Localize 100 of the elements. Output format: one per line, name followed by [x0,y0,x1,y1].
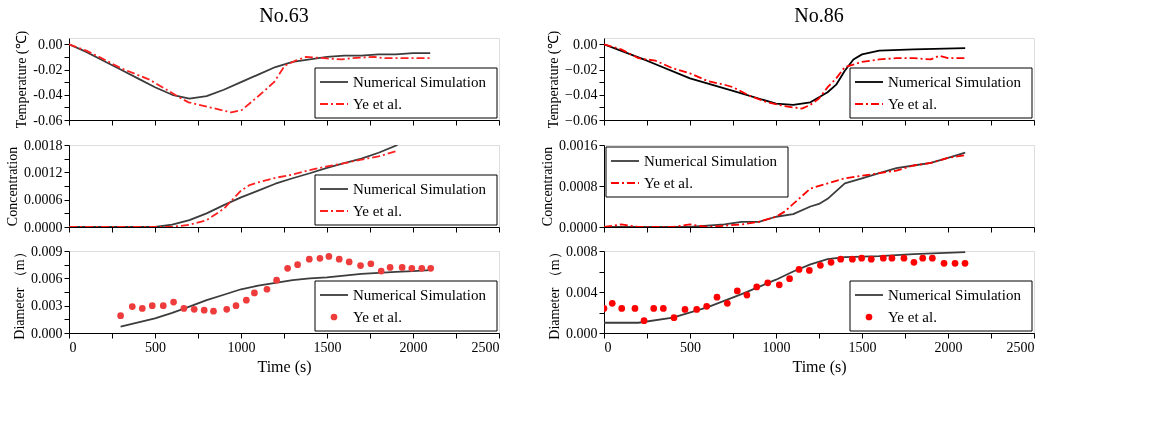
y-tick-label: 0.0016 [559,137,598,153]
point [817,262,824,269]
y-tick-label: 0.006 [31,270,63,286]
point [764,279,772,287]
y-tick-label: 0.004 [566,284,598,300]
y-tick-label: 0.000 [31,325,63,341]
legend-label: Ye et al. [353,309,402,325]
point [806,267,813,274]
point [618,305,626,312]
y-axis-title: Diameter （m） [12,245,27,340]
legend-label: Numerical Simulation [888,74,1022,90]
x-tick-label: 2500 [1006,339,1035,355]
point [180,305,188,312]
point [408,264,416,272]
text: Ye et al. [353,203,402,219]
point [242,296,250,304]
point [398,264,406,271]
point [879,254,887,262]
point [951,259,959,267]
x-tick-label: 1500 [313,339,342,355]
point [827,258,835,266]
y-tick-label: −0.06 [565,112,598,128]
legend-label: Numerical Simulation [888,287,1022,303]
y-tick-label: 0.000 [566,325,598,341]
y-tick-label: -0.06 [33,112,63,128]
y-tick-label: 0.0012 [24,164,63,180]
chart-title: No.86 [794,4,844,27]
point [888,254,896,262]
point [335,255,343,263]
point [837,255,845,263]
point [223,305,231,313]
legend-label: Ye et al. [888,96,937,112]
point [190,305,198,313]
y-tick-label: 0.0006 [24,192,63,208]
point [305,255,313,263]
point [659,305,667,312]
point [640,317,648,325]
point [117,312,124,320]
legend-label: Numerical Simulation [644,153,778,169]
y-axis-title: Temperature (℃) [14,30,31,129]
point [961,259,969,267]
point [170,298,177,306]
x-tick-label: 1000 [227,339,256,355]
point [367,260,375,268]
legend-label: Numerical Simulation [353,74,487,90]
point [713,293,721,301]
y-tick-label: −0.04 [565,87,598,103]
legend-label: Ye et al. [888,309,937,325]
y-tick-label: 0.009 [31,243,63,259]
chart-title: No.63 [259,4,309,27]
point [940,259,948,267]
point [858,254,866,262]
y-tick-label: 0.00 [38,36,63,52]
point [795,266,803,273]
point [273,276,280,284]
x-tick-label: 2000 [399,339,428,355]
x-tick-label: 0 [69,339,77,355]
point [786,275,793,283]
x-axis-title: Time (s) [792,357,847,376]
point [849,255,856,263]
point [128,303,136,310]
x-tick-label: 500 [145,339,166,355]
point [753,283,761,291]
point [148,302,156,310]
legend-label: Ye et al. [353,96,402,112]
x-tick-label: 2500 [471,339,500,355]
point [775,281,783,289]
y-tick-label: 0.0000 [24,219,63,235]
x-tick-label: 500 [680,339,701,355]
point [159,302,167,310]
point [294,261,301,269]
point [251,289,258,297]
point [284,264,291,272]
point [670,314,678,321]
y-axis-title: Temperature (℃) [546,30,563,129]
x-tick-label: 1500 [848,339,877,355]
point [138,305,146,312]
y-tick-label: -0.04 [33,87,63,103]
point [733,287,741,295]
point [316,254,324,262]
legend-label: Numerical Simulation [353,287,487,303]
point [200,306,208,314]
x-tick-label: 2000 [934,339,963,355]
y-axis-title: Concentration [5,146,20,227]
y-tick-label: 0.0008 [559,178,598,194]
point [263,285,271,293]
point [325,253,333,260]
point [418,264,426,272]
y-tick-label: 0.0000 [559,219,598,235]
point [723,299,731,307]
point [919,254,927,262]
y-axis-title: Diameter （m） [547,245,562,340]
point [928,254,936,262]
y-tick-label: -0.02 [33,62,63,78]
point [232,302,240,310]
point [377,267,385,275]
point [650,305,658,312]
point [345,258,353,266]
point [743,291,751,299]
point [681,306,689,313]
